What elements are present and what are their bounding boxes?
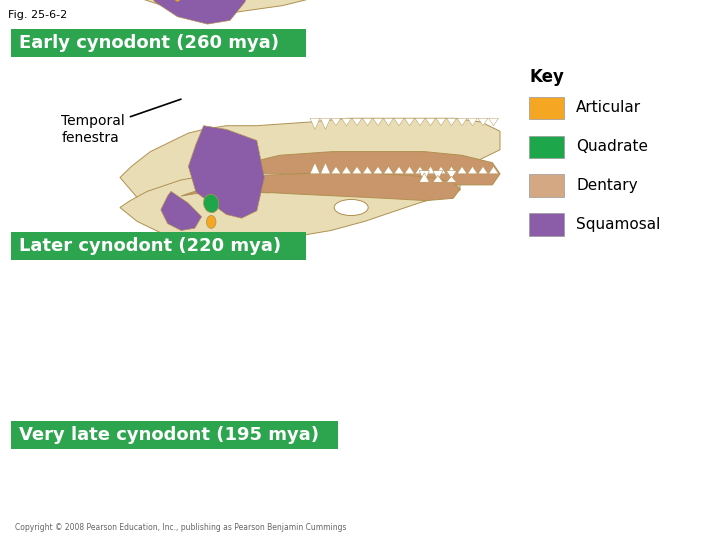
FancyBboxPatch shape (529, 174, 564, 197)
Polygon shape (405, 166, 415, 174)
Polygon shape (181, 173, 460, 200)
Ellipse shape (334, 199, 368, 215)
Polygon shape (331, 166, 341, 174)
Polygon shape (467, 118, 477, 126)
Polygon shape (426, 166, 436, 174)
Polygon shape (415, 118, 425, 126)
Polygon shape (120, 171, 460, 242)
Text: Copyright © 2008 Pearson Education, Inc., publishing as Pearson Benjamin Cumming: Copyright © 2008 Pearson Education, Inc.… (15, 523, 346, 532)
Text: Later cynodont (220 mya): Later cynodont (220 mya) (19, 237, 282, 255)
Polygon shape (489, 166, 498, 174)
Polygon shape (320, 118, 330, 130)
Text: Key: Key (529, 68, 564, 85)
Polygon shape (189, 126, 264, 218)
Polygon shape (352, 118, 362, 126)
Polygon shape (95, 0, 470, 13)
Polygon shape (384, 118, 393, 126)
FancyBboxPatch shape (529, 136, 564, 158)
Polygon shape (457, 166, 467, 174)
Polygon shape (394, 166, 404, 174)
Polygon shape (415, 166, 425, 174)
Polygon shape (161, 191, 202, 231)
Polygon shape (433, 176, 443, 182)
Polygon shape (363, 118, 372, 126)
Polygon shape (457, 118, 467, 126)
Polygon shape (331, 118, 341, 126)
Text: Dentary: Dentary (576, 178, 638, 193)
Polygon shape (120, 118, 500, 233)
Polygon shape (394, 118, 404, 126)
Ellipse shape (246, 162, 298, 193)
Ellipse shape (204, 194, 219, 213)
FancyBboxPatch shape (11, 421, 338, 449)
Polygon shape (373, 166, 383, 174)
Polygon shape (419, 171, 429, 184)
Polygon shape (352, 166, 362, 174)
Polygon shape (446, 118, 456, 126)
Polygon shape (140, 0, 253, 24)
FancyBboxPatch shape (529, 97, 564, 119)
FancyBboxPatch shape (11, 29, 306, 57)
Polygon shape (373, 118, 383, 126)
Polygon shape (478, 118, 488, 126)
Polygon shape (310, 163, 320, 174)
Ellipse shape (174, 0, 181, 2)
Polygon shape (384, 166, 393, 174)
FancyBboxPatch shape (11, 232, 306, 260)
Text: Early cynodont (260 mya): Early cynodont (260 mya) (19, 33, 279, 52)
Polygon shape (419, 173, 429, 182)
FancyBboxPatch shape (529, 213, 564, 236)
Polygon shape (446, 166, 456, 174)
Text: Articular: Articular (576, 100, 641, 116)
Polygon shape (341, 166, 351, 174)
Ellipse shape (207, 215, 216, 228)
Text: Quadrate: Quadrate (576, 139, 648, 154)
Polygon shape (310, 118, 320, 130)
Polygon shape (446, 171, 456, 179)
Text: Temporal
fenestra: Temporal fenestra (61, 99, 181, 145)
Polygon shape (320, 163, 330, 174)
Polygon shape (363, 166, 372, 174)
Polygon shape (433, 171, 443, 180)
Polygon shape (436, 166, 446, 174)
Ellipse shape (359, 165, 397, 191)
Polygon shape (478, 166, 488, 174)
Polygon shape (446, 177, 456, 182)
Polygon shape (467, 166, 477, 174)
Polygon shape (436, 118, 446, 126)
Text: Very late cynodont (195 mya): Very late cynodont (195 mya) (19, 426, 320, 444)
Text: Fig. 25-6-2: Fig. 25-6-2 (8, 10, 67, 20)
Polygon shape (426, 118, 436, 126)
Polygon shape (341, 118, 351, 126)
Text: Squamosal: Squamosal (576, 217, 660, 232)
Polygon shape (489, 118, 498, 126)
Polygon shape (196, 152, 500, 185)
Polygon shape (405, 118, 415, 126)
